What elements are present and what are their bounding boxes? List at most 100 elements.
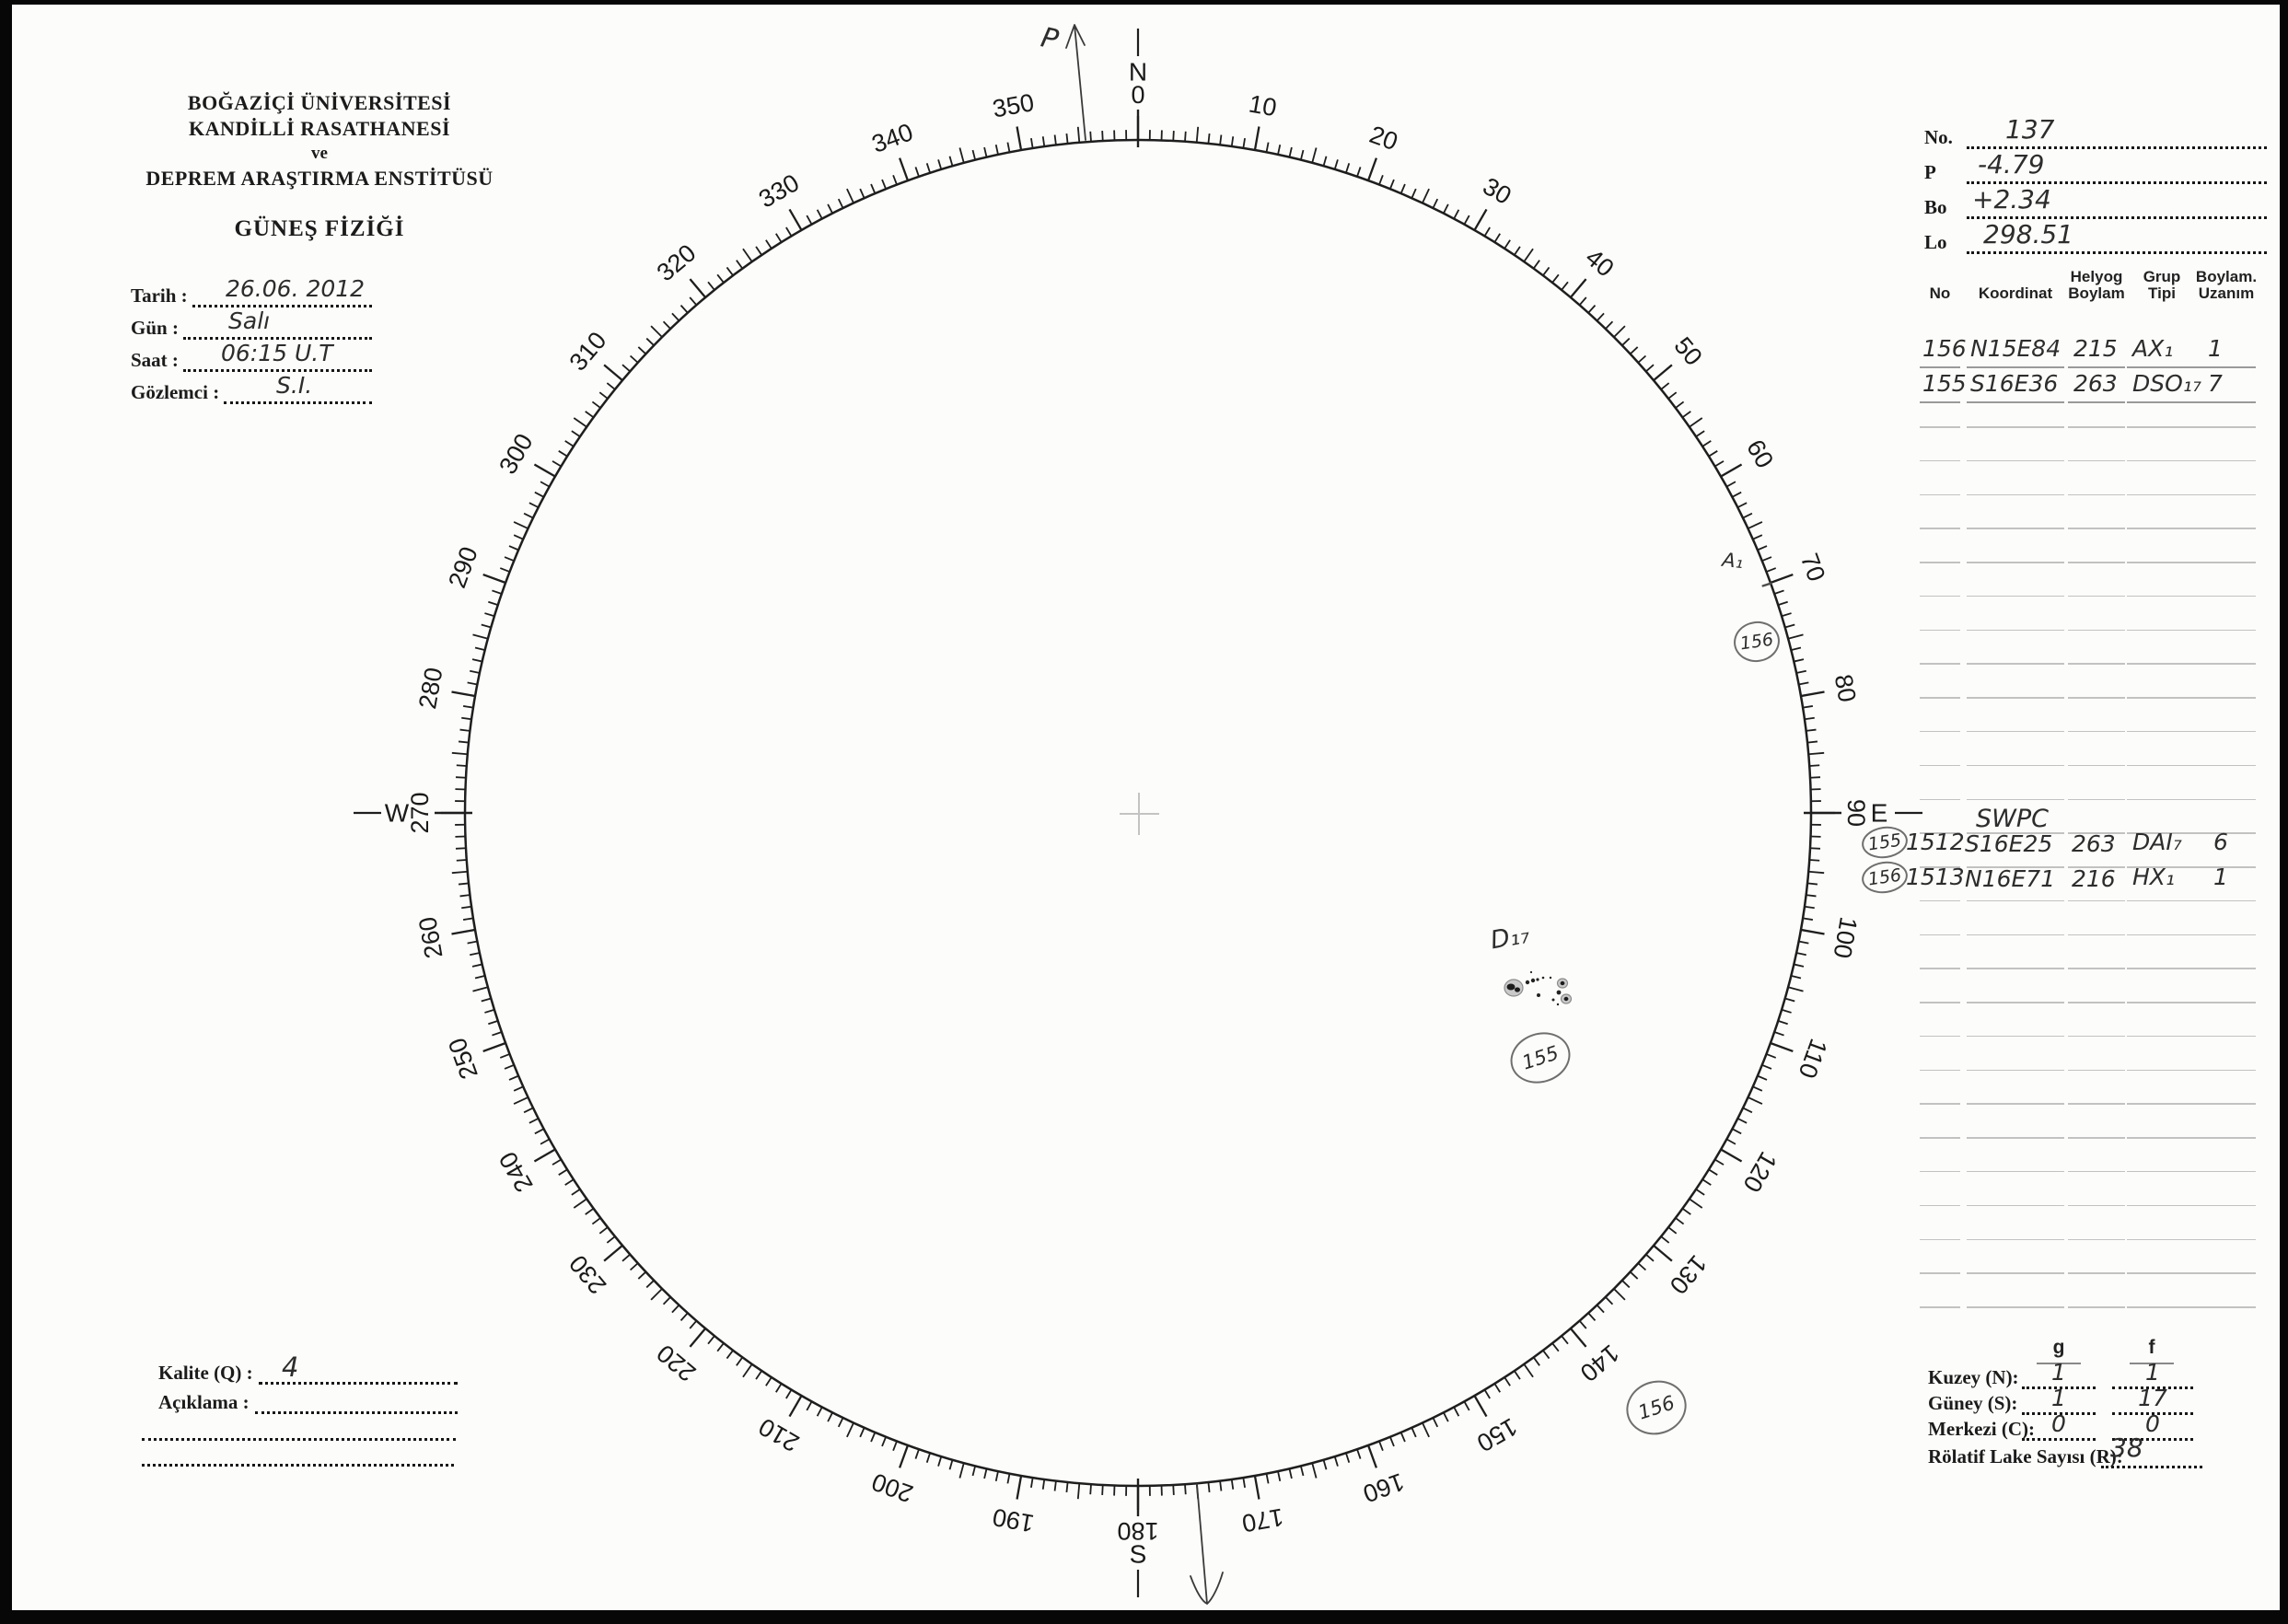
degree-tick bbox=[671, 312, 680, 321]
degree-tick bbox=[1645, 1253, 1655, 1262]
empty-row-line bbox=[2068, 730, 2125, 733]
degree-tick bbox=[504, 556, 515, 562]
degree-label: 190 bbox=[991, 1502, 1037, 1537]
degree-tick bbox=[645, 337, 655, 346]
filled-row-underline bbox=[2127, 366, 2197, 368]
scan-edge-right bbox=[2280, 0, 2288, 1624]
degree-tick bbox=[459, 894, 470, 898]
sunspot-pore bbox=[1541, 976, 1545, 980]
field-value: Salı bbox=[228, 307, 271, 334]
degree-tick bbox=[504, 1064, 515, 1070]
degree-tick bbox=[689, 278, 707, 298]
empty-row-line bbox=[2068, 562, 2125, 563]
degree-tick bbox=[1322, 156, 1328, 167]
degree-tick bbox=[591, 1217, 601, 1225]
degree-tick bbox=[1695, 1189, 1705, 1196]
degree-tick bbox=[471, 658, 482, 663]
empty-row-line bbox=[1967, 1137, 2064, 1139]
form-title: GÜNEŞ FİZİĞİ bbox=[234, 216, 405, 241]
empty-row-line bbox=[2068, 629, 2125, 632]
degree-tick bbox=[1493, 1383, 1501, 1393]
degree-tick bbox=[540, 1138, 551, 1145]
count-value-g: 1 bbox=[2051, 1359, 2066, 1386]
empty-row-line bbox=[1967, 663, 2064, 665]
degree-tick bbox=[585, 411, 595, 419]
empty-row-line bbox=[2197, 899, 2256, 902]
degree-tick bbox=[1311, 147, 1318, 164]
degree-tick bbox=[1802, 917, 1814, 921]
empty-row-line bbox=[2127, 1103, 2197, 1105]
degree-tick bbox=[837, 198, 844, 209]
empty-row-line bbox=[2197, 1204, 2256, 1207]
degree-tick bbox=[1596, 1305, 1605, 1314]
degree-tick bbox=[870, 183, 877, 194]
header-line-1: Boylam. bbox=[2195, 268, 2258, 285]
empty-row-line bbox=[2197, 934, 2256, 936]
filled-row-underline bbox=[2197, 401, 2256, 403]
empty-row-line bbox=[2197, 866, 2256, 868]
count-label: Kuzey (N): bbox=[1928, 1366, 2019, 1388]
degree-tick bbox=[1804, 716, 1815, 721]
degree-tick bbox=[1605, 1296, 1614, 1305]
degree-label: 50 bbox=[1668, 331, 1707, 370]
field-value: S.I. bbox=[276, 372, 313, 399]
field-dotted-line bbox=[192, 283, 372, 307]
degree-label: 240 bbox=[494, 1147, 539, 1197]
degree-tick bbox=[1809, 776, 1821, 779]
degree-tick bbox=[775, 233, 783, 243]
degree-label: 270 bbox=[406, 792, 434, 833]
empty-row-line bbox=[2068, 934, 2125, 936]
degree-tick bbox=[1356, 1448, 1362, 1459]
degree-tick bbox=[1806, 728, 1817, 732]
degree-tick bbox=[671, 1305, 680, 1314]
empty-row-line bbox=[1920, 459, 1960, 462]
degree-tick bbox=[1242, 1477, 1246, 1489]
degree-tick bbox=[1621, 337, 1631, 346]
degree-tick bbox=[1802, 705, 1814, 709]
empty-row-line bbox=[2068, 528, 2125, 529]
degree-tick bbox=[523, 1107, 534, 1114]
degree-tick bbox=[1299, 149, 1305, 160]
degree-tick bbox=[1675, 1217, 1685, 1225]
degree-tick bbox=[827, 203, 833, 215]
degree-tick bbox=[621, 364, 631, 373]
header-line-2: Uzanım bbox=[2198, 284, 2255, 302]
degree-tick bbox=[528, 1118, 540, 1124]
empty-row-line bbox=[1920, 1238, 1960, 1240]
empty-row-line bbox=[2127, 1002, 2197, 1003]
header-line-2: Tipi bbox=[2148, 284, 2176, 302]
degree-tick bbox=[1587, 304, 1597, 314]
degree-tick bbox=[1725, 1138, 1736, 1145]
degree-tick bbox=[1453, 209, 1460, 219]
empty-row-line bbox=[1920, 798, 1960, 800]
sunspot-pore bbox=[1551, 998, 1555, 1002]
degree-tick bbox=[1253, 126, 1260, 151]
empty-row-line bbox=[1967, 1272, 2064, 1274]
empty-row-line bbox=[2127, 1069, 2197, 1072]
degree-tick bbox=[1389, 1436, 1395, 1447]
empty-row-line bbox=[2068, 426, 2125, 428]
degree-tick bbox=[1720, 463, 1743, 478]
filled-row-underline bbox=[1967, 401, 2064, 403]
count-dotted-f bbox=[2112, 1364, 2193, 1389]
degree-tick bbox=[958, 1462, 965, 1479]
empty-row-line bbox=[1920, 934, 1960, 936]
degree-tick bbox=[899, 1444, 910, 1468]
degree-tick bbox=[1787, 986, 1804, 992]
degree-tick bbox=[1757, 545, 1768, 551]
degree-tick bbox=[461, 905, 472, 910]
degree-tick bbox=[558, 450, 568, 458]
degree-tick bbox=[1752, 534, 1763, 540]
degree-tick bbox=[1809, 847, 1821, 850]
degree-tick bbox=[1172, 1484, 1175, 1496]
degree-tick bbox=[1504, 239, 1511, 249]
empty-row-line bbox=[2197, 663, 2256, 665]
empty-row-line bbox=[1967, 1035, 2064, 1038]
empty-row-line bbox=[2127, 1272, 2197, 1274]
empty-row-line bbox=[2197, 562, 2256, 563]
empty-row-line bbox=[2127, 459, 2197, 462]
count-header-underline-f bbox=[2130, 1363, 2174, 1364]
header-line-1: Helyog bbox=[2070, 268, 2123, 285]
degree-tick bbox=[1030, 137, 1034, 149]
